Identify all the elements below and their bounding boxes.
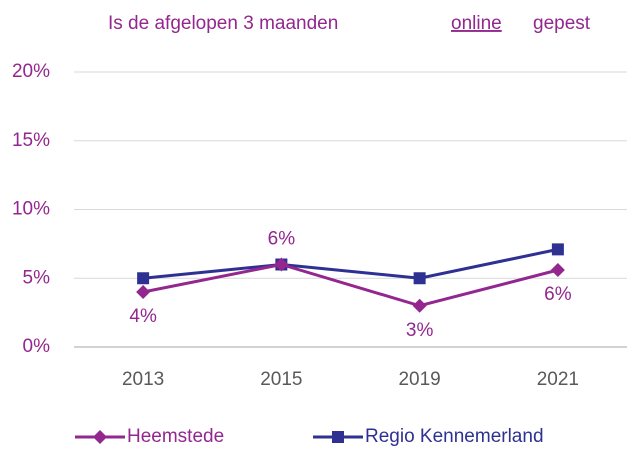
data-label: 3%	[406, 320, 434, 341]
data-label: 6%	[544, 284, 572, 305]
data-label: 6%	[268, 229, 296, 250]
series-line	[142, 262, 559, 308]
chart-title: gepest	[533, 13, 591, 34]
x-tick-label: 2015	[260, 369, 302, 390]
y-tick-label: 15%	[12, 130, 50, 151]
legend-label: Regio Kennemerland	[365, 426, 544, 447]
series-line	[142, 247, 559, 280]
chart-title: Is de afgelopen 3 maanden	[108, 13, 338, 34]
marker	[412, 298, 427, 313]
legend-marker	[332, 431, 344, 443]
x-tick-label: 2019	[398, 369, 440, 390]
marker	[551, 243, 564, 256]
y-tick-label: 10%	[12, 199, 50, 220]
y-tick-label: 20%	[12, 61, 50, 82]
chart-title: online	[451, 13, 502, 34]
marker	[274, 257, 289, 272]
y-tick-label: 5%	[23, 267, 51, 288]
marker	[550, 263, 565, 277]
x-tick-label: 2013	[122, 369, 164, 390]
legend-label: Heemstede	[127, 426, 224, 447]
marker	[137, 272, 150, 285]
x-tick-label: 2021	[537, 369, 579, 390]
legend-marker	[93, 430, 107, 444]
marker	[136, 285, 151, 299]
y-tick-label: 0%	[23, 336, 51, 357]
marker	[413, 272, 426, 285]
data-label: 4%	[129, 306, 157, 327]
